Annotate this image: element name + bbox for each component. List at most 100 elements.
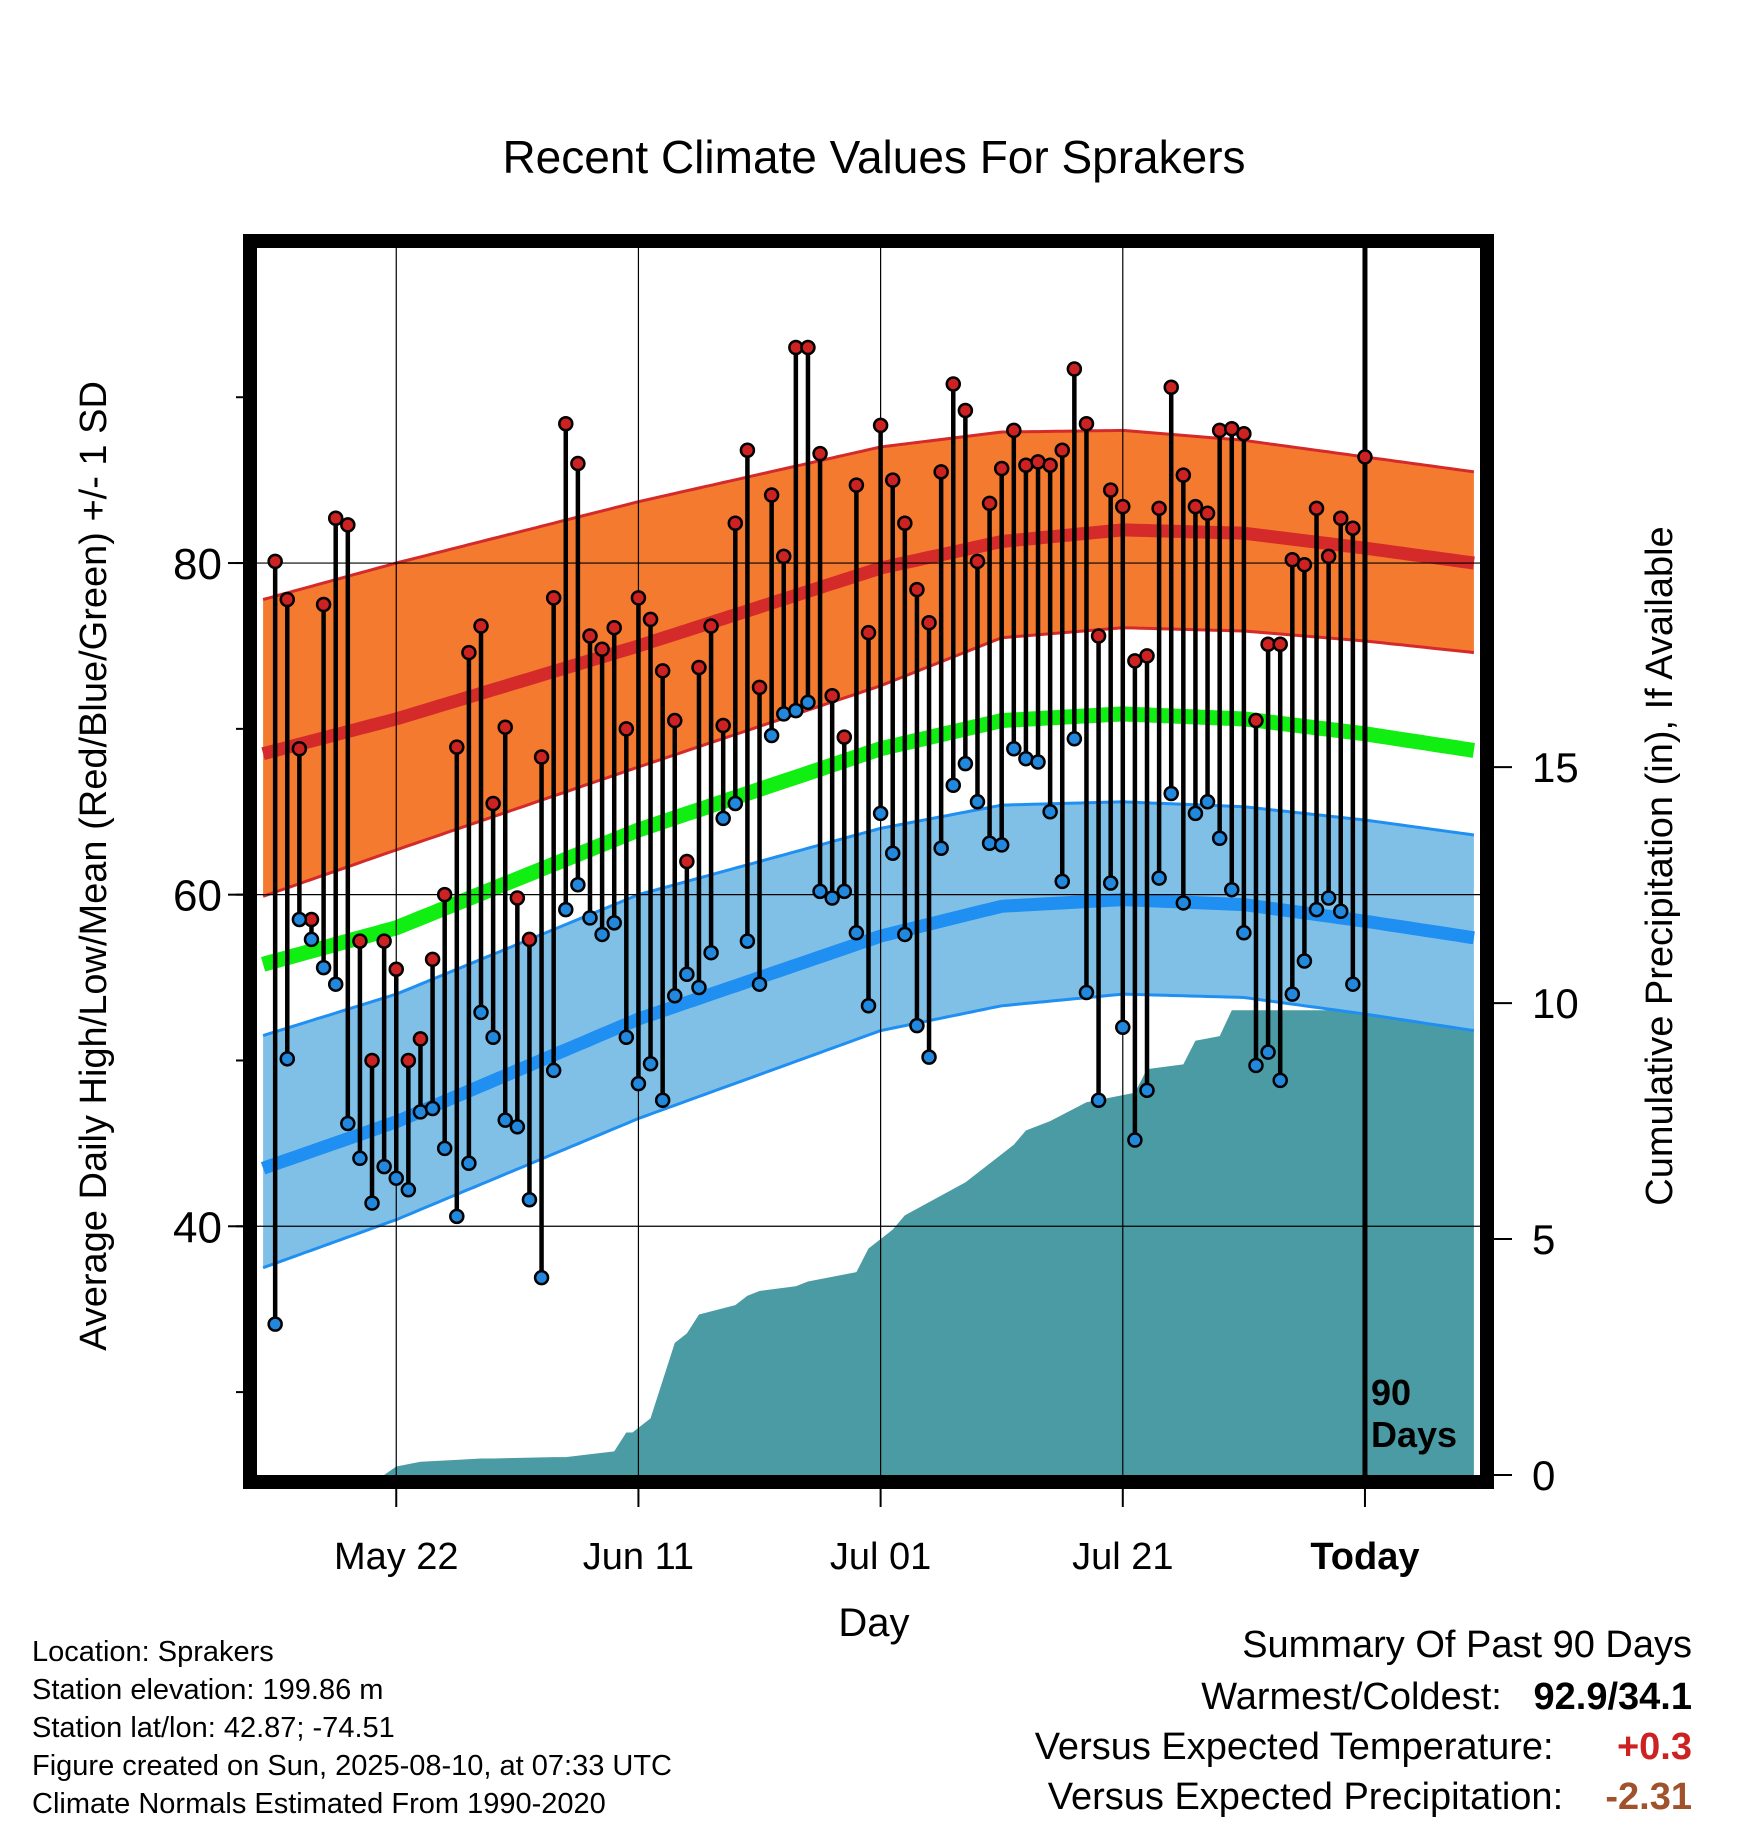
y-tick-label: 80 bbox=[173, 540, 222, 589]
high-temp-point bbox=[957, 402, 974, 419]
high-temp-point bbox=[1175, 467, 1192, 483]
high-temp-point bbox=[933, 464, 949, 480]
low-temp-point bbox=[691, 979, 707, 996]
high-temp-point bbox=[1236, 425, 1252, 442]
low-temp-point bbox=[521, 1192, 538, 1208]
low-temp-point bbox=[642, 1056, 659, 1072]
low-temp-point bbox=[364, 1195, 380, 1211]
high-temp-point bbox=[812, 445, 828, 462]
high-temp-point bbox=[1078, 416, 1095, 432]
low-temp-point bbox=[400, 1182, 417, 1198]
y2-tick-label: 10 bbox=[1532, 980, 1579, 1027]
low-temp-point bbox=[291, 911, 308, 928]
low-temp-point bbox=[436, 1140, 453, 1157]
high-temp-point bbox=[1042, 457, 1058, 473]
high-temp-point bbox=[739, 442, 756, 459]
low-temp-point bbox=[558, 901, 574, 918]
low-temp-point bbox=[1030, 754, 1046, 770]
low-temp-point bbox=[897, 926, 913, 943]
high-temp-point bbox=[860, 624, 877, 641]
warmest-coldest-label: Warmest/Coldest: bbox=[1201, 1676, 1502, 1718]
high-temp-point bbox=[642, 611, 659, 628]
low-temp-point bbox=[969, 794, 986, 810]
high-temp-point bbox=[424, 951, 441, 968]
precip-label: Versus Expected Precipitation: bbox=[1047, 1776, 1564, 1818]
low-temp-point bbox=[860, 998, 877, 1014]
high-temp-point bbox=[545, 590, 562, 606]
y-tick-label: 40 bbox=[173, 1203, 222, 1252]
footer-latlon: Station lat/lon: 42.87; -74.51 bbox=[32, 1712, 395, 1744]
high-temp-point bbox=[727, 515, 744, 531]
high-temp-point bbox=[909, 581, 925, 598]
high-temp-point bbox=[436, 886, 453, 903]
high-temp-point bbox=[315, 596, 332, 613]
low-temp-point bbox=[1006, 740, 1022, 757]
high-temp-point bbox=[1272, 636, 1288, 653]
footer-elevation: Station elevation: 199.86 m bbox=[32, 1674, 384, 1706]
low-temp-point bbox=[945, 777, 962, 793]
low-temp-point bbox=[279, 1051, 296, 1067]
high-temp-point bbox=[836, 729, 853, 745]
high-temp-point bbox=[473, 618, 489, 634]
low-temp-point bbox=[485, 1029, 501, 1046]
high-temp-point bbox=[1320, 548, 1337, 565]
footer-created: Figure created on Sun, 2025-08-10, at 07… bbox=[32, 1750, 672, 1782]
low-temp-point bbox=[1320, 890, 1337, 906]
low-temp-point bbox=[933, 840, 949, 856]
low-temp-point bbox=[727, 795, 744, 812]
low-temp-point bbox=[1151, 870, 1167, 886]
temp-value: +0.3 bbox=[1616, 1726, 1692, 1768]
high-temp-point bbox=[1345, 520, 1361, 536]
low-temp-point bbox=[352, 1150, 368, 1167]
low-temp-point bbox=[824, 890, 840, 906]
chart-title: Recent Climate Values For Sprakers bbox=[502, 131, 1245, 183]
low-temp-point bbox=[388, 1170, 405, 1186]
high-mean-line bbox=[261, 523, 1475, 760]
high-temp-point bbox=[703, 618, 719, 634]
high-temp-point bbox=[461, 644, 477, 661]
high-temp-point bbox=[824, 687, 840, 704]
today-marker-label: 90 Days bbox=[1371, 1372, 1457, 1455]
low-temp-point bbox=[606, 915, 622, 931]
low-temp-point bbox=[1211, 830, 1228, 847]
low-temp-point bbox=[1199, 794, 1216, 810]
high-temp-point bbox=[1102, 482, 1119, 498]
low-temp-point bbox=[1102, 875, 1119, 891]
high-sd-upper-line bbox=[262, 428, 1475, 601]
low-temp-point bbox=[303, 931, 320, 948]
high-temp-point bbox=[630, 590, 647, 606]
high-temp-point bbox=[1139, 648, 1155, 664]
low-temp-point bbox=[1284, 986, 1301, 1002]
low-temp-point bbox=[1248, 1057, 1264, 1074]
high-temp-point bbox=[751, 679, 768, 696]
low-temp-point bbox=[1066, 731, 1083, 747]
high-temp-point bbox=[981, 495, 998, 512]
low-temp-point bbox=[957, 755, 974, 772]
high-temp-point bbox=[1115, 498, 1131, 515]
low-temp-point bbox=[376, 1158, 392, 1175]
summary-warmest-coldest: Warmest/Coldest: 92.9/34.1 bbox=[1201, 1678, 1692, 1716]
high-temp-point bbox=[400, 1052, 417, 1069]
high-temp-point bbox=[1332, 510, 1349, 527]
high-temp-point bbox=[364, 1052, 380, 1069]
low-temp-point bbox=[1163, 785, 1179, 802]
low-temp-point bbox=[667, 988, 683, 1004]
high-temp-point bbox=[993, 460, 1010, 477]
high-temp-point bbox=[618, 721, 635, 737]
low-temp-point bbox=[424, 1100, 441, 1117]
x-axis-label: Day bbox=[838, 1601, 909, 1645]
low-temp-point bbox=[449, 1208, 465, 1225]
low-temp-point bbox=[1332, 903, 1349, 919]
low-temp-point bbox=[921, 1049, 937, 1065]
high-temp-point bbox=[1296, 556, 1313, 573]
low-temp-point bbox=[715, 810, 731, 827]
x-tick-label: Jun 11 bbox=[583, 1536, 694, 1578]
summary-precipitation: Versus Expected Precipitation: -2.31 bbox=[1048, 1778, 1692, 1816]
low-temp-point bbox=[1272, 1072, 1288, 1089]
y2-tick-label: 5 bbox=[1532, 1216, 1555, 1263]
high-temp-point bbox=[582, 628, 598, 644]
low-temp-point bbox=[812, 883, 828, 900]
high-temp-point bbox=[1066, 361, 1083, 377]
high-temp-point bbox=[691, 659, 707, 676]
